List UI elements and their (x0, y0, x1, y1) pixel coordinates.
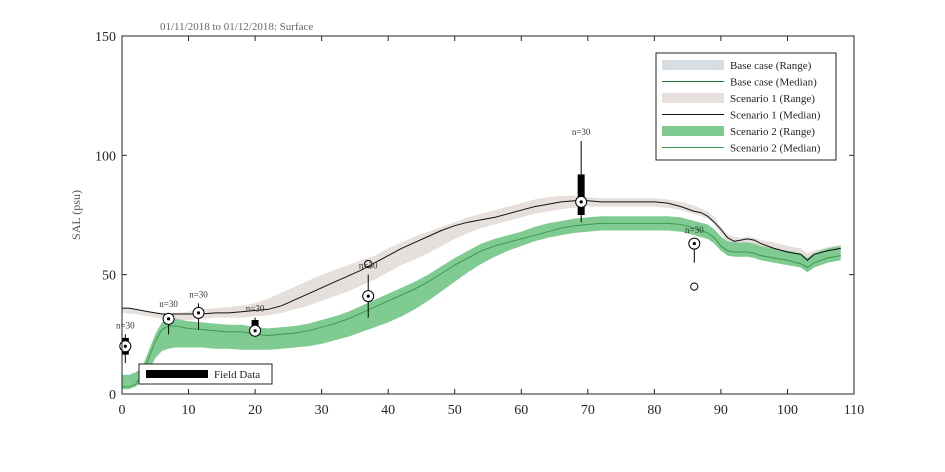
field-outlier (690, 282, 699, 291)
x-tick-label: 100 (777, 403, 798, 418)
field-n-label: n=30 (246, 304, 265, 314)
x-tick-label: 90 (714, 403, 728, 418)
field-data-box: n=30 (359, 259, 378, 318)
y-tick-label: 50 (102, 269, 116, 284)
legend-swatch-range (662, 93, 724, 103)
x-tick-label: 0 (119, 403, 126, 418)
y-axis-label: SAL (psu) (69, 190, 83, 240)
scenario-1-median-line (122, 200, 841, 315)
field-median-dot (692, 242, 696, 246)
y-tick-label: 0 (109, 388, 116, 403)
field-legend-swatch (146, 370, 208, 378)
axes-layer: 0 10 20 30 40 50 60 70 80 90 100 110 0 50 100 150 (95, 30, 864, 418)
field-outlier (364, 259, 373, 269)
field-median-dot (579, 200, 583, 204)
scenario-1-range-band (122, 195, 841, 320)
field-data-box: n=30 (572, 127, 591, 223)
field-n-label: n=30 (685, 225, 704, 235)
x-tick-label: 70 (581, 403, 595, 418)
legend-label: Scenario 1 (Range) (730, 93, 815, 105)
legend-swatch-range (662, 60, 724, 70)
y-tick-label: 100 (95, 149, 116, 164)
x-tick-label: 50 (448, 403, 462, 418)
x-tick-label: 20 (248, 403, 262, 418)
legend-label: Scenario 2 (Median) (730, 143, 821, 155)
field-data-box: n=30 (246, 304, 265, 337)
scenario-2-median-line (122, 222, 841, 388)
legend-entry: Base case (Median) (662, 77, 817, 89)
field-data-box: n=30 (159, 299, 178, 335)
scenario-2-range-band (122, 216, 841, 390)
field-data-legend: Field Data (138, 363, 273, 385)
series-layer (122, 195, 841, 390)
field-n-label: n=30 (159, 299, 178, 309)
field-iqr-box (577, 174, 585, 215)
x-tick-label: 80 (647, 403, 661, 418)
legend-entry: Scenario 1 (Median) (662, 110, 821, 122)
legend-label: Scenario 2 (Range) (730, 126, 815, 138)
field-n-label: n=30 (359, 261, 378, 271)
chart-title: 01/11/2018 to 01/12/2018: Surface (160, 21, 313, 33)
field-data-box: n=30 (116, 320, 135, 363)
x-tick-label: 40 (381, 403, 395, 418)
field-data-box: n=30 (685, 225, 704, 291)
x-tick-label: 60 (514, 403, 528, 418)
legend-entry: Scenario 2 (Range) (662, 126, 815, 138)
field-median-dot (366, 294, 370, 298)
field-data-layer: n=30 n=30 n=30 n=30 n=30 n=30 n=30 (116, 127, 704, 363)
plot-frame (121, 35, 855, 395)
legend-label: Base case (Range) (730, 60, 812, 72)
x-tick-label: 10 (182, 403, 196, 418)
x-tick-label: 110 (844, 403, 864, 418)
legend-box (655, 52, 837, 161)
legend: Base case (Range) Base case (Median) Scena… (655, 52, 837, 161)
field-median-dot (123, 344, 127, 348)
legend-label: Base case (Median) (730, 77, 817, 89)
legend-entry: Base case (Range) (662, 60, 812, 72)
legend-swatch-range (662, 126, 724, 136)
field-median-dot (253, 329, 257, 333)
legend-label: Scenario 1 (Median) (730, 110, 821, 122)
legend-entry: Scenario 1 (Range) (662, 93, 815, 105)
field-n-label: n=30 (116, 320, 135, 330)
field-data-box: n=30 (189, 289, 208, 330)
field-median-dot (196, 311, 201, 315)
legend-entry: Scenario 2 (Median) (662, 143, 821, 155)
field-n-label: n=30 (572, 127, 591, 137)
field-legend-label: Field Data (214, 369, 260, 381)
field-median-dot (166, 317, 171, 321)
x-tick-label: 30 (315, 403, 329, 418)
field-n-label: n=30 (189, 289, 208, 299)
y-tick-label: 150 (95, 30, 116, 45)
